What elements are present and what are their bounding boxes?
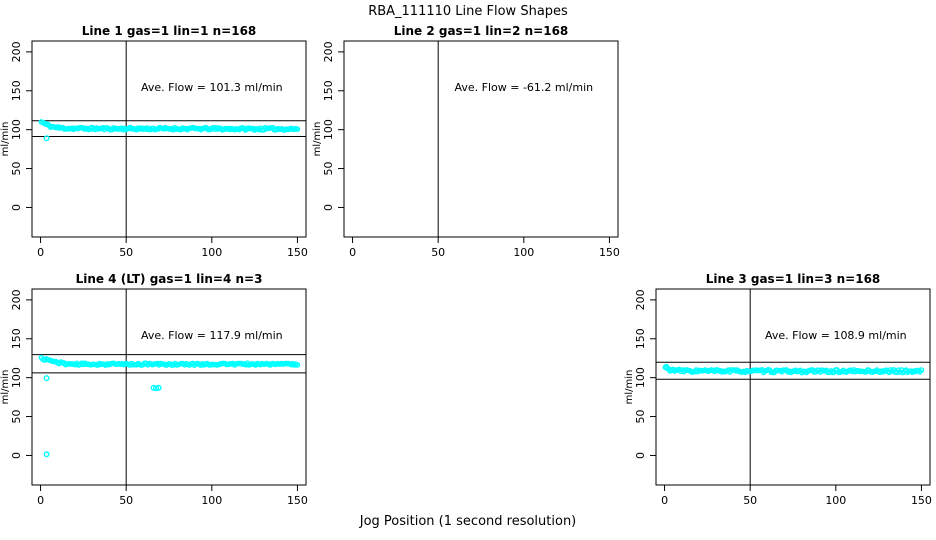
svg-text:200: 200	[10, 41, 23, 62]
y-axis-label: ml/min	[0, 370, 11, 405]
plot-box-and-ticks	[338, 40, 619, 243]
svg-text:150: 150	[634, 328, 647, 349]
svg-text:50: 50	[322, 162, 335, 176]
svg-text:150: 150	[911, 494, 932, 507]
subplot-title: Line 3 gas=1 lin=3 n=168	[706, 272, 881, 286]
svg-text:150: 150	[287, 494, 308, 507]
svg-text:0: 0	[634, 452, 647, 459]
svg-text:50: 50	[119, 494, 133, 507]
svg-text:200: 200	[634, 289, 647, 310]
figure-title: RBA_111110 Line Flow Shapes	[368, 4, 568, 19]
svg-text:150: 150	[322, 80, 335, 101]
svg-text:100: 100	[201, 246, 222, 259]
plot-box-and-ticks	[26, 40, 307, 243]
ave-flow-annotation: Ave. Flow = 101.3 ml/min	[141, 81, 283, 94]
svg-text:50: 50	[10, 410, 23, 424]
svg-text:100: 100	[10, 119, 23, 140]
subplot-canvas: Line 3 gas=1 lin=3 n=168 0 50 100 150 200 0 50 1…	[624, 272, 932, 507]
subplot-line-4: Line 4 (LT) gas=1 lin=4 n=3 0 50 100 150 200 0…	[0, 272, 312, 520]
subplot-line-2: Line 2 gas=1 lin=2 n=168 0 50 100 150 200 0 50 1…	[312, 24, 624, 272]
reference-lines	[32, 289, 306, 485]
subplot-title: Line 2 gas=1 lin=2 n=168	[394, 24, 569, 38]
data-points	[38, 354, 301, 458]
svg-text:100: 100	[201, 494, 222, 507]
svg-text:50: 50	[119, 246, 133, 259]
svg-text:100: 100	[825, 494, 846, 507]
ave-flow-annotation: Ave. Flow = 108.9 ml/min	[765, 329, 907, 342]
reference-lines	[656, 289, 930, 485]
y-axis-label: ml/min	[624, 370, 635, 405]
y-axis-label: ml/min	[0, 122, 11, 157]
data-points	[662, 363, 925, 376]
svg-text:100: 100	[634, 367, 647, 388]
svg-text:0: 0	[322, 204, 335, 211]
svg-text:0: 0	[349, 246, 356, 259]
ave-flow-annotation: Ave. Flow = 117.9 ml/min	[141, 329, 283, 342]
svg-text:150: 150	[10, 80, 23, 101]
svg-text:0: 0	[37, 494, 44, 507]
svg-text:50: 50	[10, 162, 23, 176]
svg-text:150: 150	[287, 246, 308, 259]
svg-text:50: 50	[634, 410, 647, 424]
svg-text:0: 0	[10, 452, 23, 459]
subplot-canvas: Line 1 gas=1 lin=1 n=168 0 50 100 150 200 0 50 1…	[0, 24, 308, 259]
subplot-canvas: Line 4 (LT) gas=1 lin=4 n=30501001502000…	[0, 272, 308, 507]
svg-text:50: 50	[743, 494, 757, 507]
svg-text:200: 200	[322, 41, 335, 62]
svg-text:100: 100	[513, 246, 534, 259]
subplot-line-1: Line 1 gas=1 lin=1 n=168 0 50 100 150 200 0 50 1…	[0, 24, 312, 272]
svg-text:0: 0	[10, 204, 23, 211]
tick-labels: 0 50 100 150 200 0 50 100 150	[322, 41, 620, 259]
svg-text:100: 100	[10, 367, 23, 388]
svg-text:150: 150	[599, 246, 620, 259]
subplot-line-3: Line 3 gas=1 lin=3 n=168 0 50 100 150 200 0 50 1…	[624, 272, 936, 520]
reference-lines	[32, 41, 306, 237]
y-axis-label: ml/min	[312, 122, 323, 157]
plot-box-and-ticks	[650, 288, 931, 491]
plot-box-and-ticks	[26, 288, 307, 491]
data-points	[38, 119, 301, 142]
tick-labels: 0 50 100 150 200 0 50 100 150	[10, 289, 308, 507]
svg-text:0: 0	[37, 246, 44, 259]
tick-labels: 0 50 100 150 200 0 50 100 150	[634, 289, 932, 507]
svg-text:100: 100	[322, 119, 335, 140]
ave-flow-annotation: Ave. Flow = -61.2 ml/min	[454, 81, 593, 94]
x-axis-label: Jog Position (1 second resolution)	[359, 514, 577, 529]
subplot-title: Line 1 gas=1 lin=1 n=168	[82, 24, 257, 38]
svg-text:200: 200	[10, 289, 23, 310]
subplot-canvas: Line 2 gas=1 lin=2 n=168 0 50 100 150 200 0 50 1…	[312, 24, 620, 259]
svg-text:150: 150	[10, 328, 23, 349]
svg-text:50: 50	[431, 246, 445, 259]
tick-labels: 0 50 100 150 200 0 50 100 150	[10, 41, 308, 259]
subplot-title: Line 4 (LT) gas=1 lin=4 n=3	[76, 272, 263, 286]
svg-text:0: 0	[661, 494, 668, 507]
